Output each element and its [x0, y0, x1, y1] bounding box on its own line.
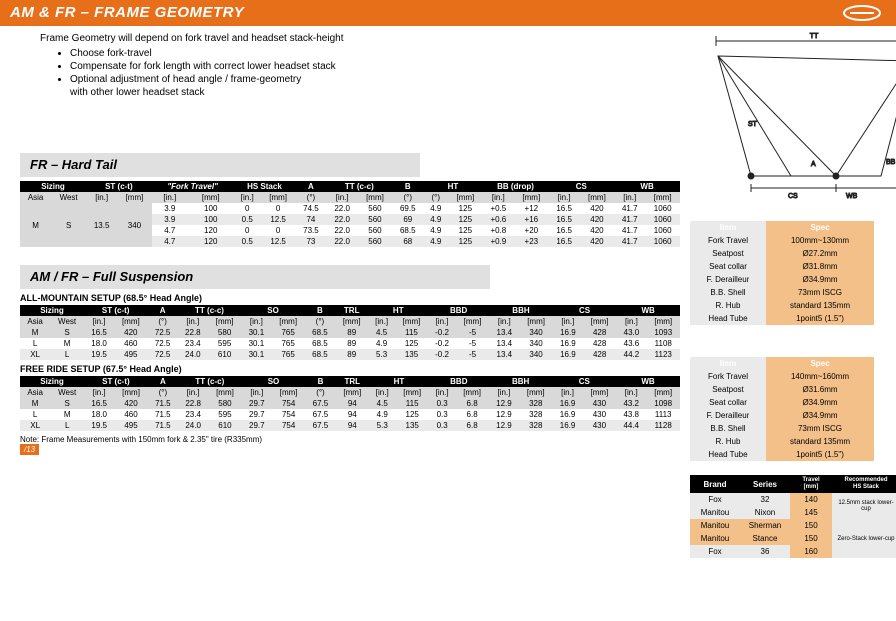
- table-header-row: SizingST (c-t)ATT (c-c) SOBTRLHT BBDBBHC…: [20, 376, 680, 387]
- section-am-fs: AM / FR – Full Suspension: [20, 265, 490, 289]
- table-row: F. DerailleurØ34.9mm: [690, 409, 874, 422]
- table-row: Fork Travel140mm~160mm: [690, 370, 874, 383]
- intro-bullet: Compensate for fork length with correct …: [70, 60, 682, 73]
- table-row: SeatpostØ31.6mm: [690, 383, 874, 396]
- table-row: Fork Travel100mm~130mm: [690, 234, 874, 247]
- am-table: SizingST (c-t)ATT (c-c) SOBTRLHT BBDBBHC…: [20, 305, 680, 360]
- table-row: SeatpostØ27.2mm: [690, 247, 874, 260]
- intro-bullet: Choose fork-travel: [70, 47, 682, 60]
- table-row: XLL19.549571.524.061029.775467.5945.3135…: [20, 420, 680, 431]
- table-row: Head Tube1point5 (1.5"): [690, 312, 874, 325]
- table-row: F. DerailleurØ34.9mm: [690, 273, 874, 286]
- svg-text:ST: ST: [748, 121, 758, 128]
- table-row: ManitouSherman150Zero-Stack lower-cup: [690, 519, 896, 532]
- fr-table: Sizing ST (c-t) "Fork Travel" HS Stack A…: [20, 181, 680, 247]
- svg-text:TT: TT: [810, 33, 819, 40]
- spec-table-am: ItemSpec Fork Travel140mm~160mmSeatpostØ…: [690, 357, 874, 461]
- table-row: MS16.542071.522.858029.775467.5944.51150…: [20, 398, 680, 409]
- table-row: Fox3214012.5mm stack lower-cup: [690, 493, 896, 506]
- svg-text:A: A: [811, 161, 816, 168]
- svg-text:WB: WB: [846, 193, 858, 200]
- table-row: Seat collarØ34.9mm: [690, 396, 874, 409]
- table-row: B.B. Shell73mm ISCG: [690, 286, 874, 299]
- table-row: LM18.046071.523.459529.775467.5944.91250…: [20, 409, 680, 420]
- intro-bullet: Optional adjustment of head angle / fram…: [70, 73, 682, 99]
- page-number: /13: [20, 444, 39, 455]
- table-units-row: AsiaWest[in.][mm](°) [in.][mm][in.][mm](…: [20, 316, 680, 327]
- page-header: AM & FR – FRAME GEOMETRY: [0, 0, 896, 26]
- table-row: R. Hubstandard 135mm: [690, 435, 874, 448]
- fork-reco-table: Brand Series Travel [mm] Recommended HS …: [690, 475, 896, 558]
- table-row: LM18.046072.523.459530.176568.5894.9125-…: [20, 338, 680, 349]
- table-units-row: AsiaWest[in.][mm](°) [in.][mm][in.][mm](…: [20, 387, 680, 398]
- spec-table-fr: ItemSpec Fork Travel100mm~130mmSeatpostØ…: [690, 221, 874, 325]
- intro-block: Frame Geometry will depend on fork trave…: [0, 26, 682, 99]
- header-title: AM & FR – FRAME GEOMETRY: [10, 4, 244, 21]
- table-units-row: AsiaWest [in.][mm] [in.][mm] [in.][mm] (…: [20, 192, 680, 203]
- table-header-row: SizingST (c-t)ATT (c-c) SOBTRLHT BBDBBHC…: [20, 305, 680, 316]
- subhead-freeride: FREE RIDE SETUP (67.5° Head Angle): [20, 364, 682, 374]
- frame-geometry-diagram: TT HS STACK FORK (TRAVEL) ST A BB CS WB …: [696, 26, 896, 201]
- table-row: Seat collarØ31.8mm: [690, 260, 874, 273]
- table-row: R. Hubstandard 135mm: [690, 299, 874, 312]
- table-row: B.B. Shell73mm ISCG: [690, 422, 874, 435]
- svg-text:BB: BB: [886, 159, 896, 166]
- section-fr-hardtail: FR – Hard Tail: [20, 153, 420, 177]
- table-header-row: Sizing ST (c-t) "Fork Travel" HS Stack A…: [20, 181, 680, 192]
- footnote: Note: Frame Measurements with 150mm fork…: [20, 435, 682, 444]
- table-row: MS13.53403.91000074.522.056069.54.9125+0…: [20, 203, 680, 214]
- table-row: XLL19.549572.524.061030.176568.5895.3135…: [20, 349, 680, 360]
- freeride-table: SizingST (c-t)ATT (c-c) SOBTRLHT BBDBBHC…: [20, 376, 680, 431]
- brand-logo: [842, 4, 882, 22]
- table-row: MS16.542072.522.858030.176568.5894.5115-…: [20, 327, 680, 338]
- table-row: Head Tube1point5 (1.5"): [690, 448, 874, 461]
- subhead-all-mountain: ALL-MOUNTAIN SETUP (68.5° Head Angle): [20, 293, 682, 303]
- intro-lead: Frame Geometry will depend on fork trave…: [40, 32, 682, 45]
- svg-text:CS: CS: [788, 193, 798, 200]
